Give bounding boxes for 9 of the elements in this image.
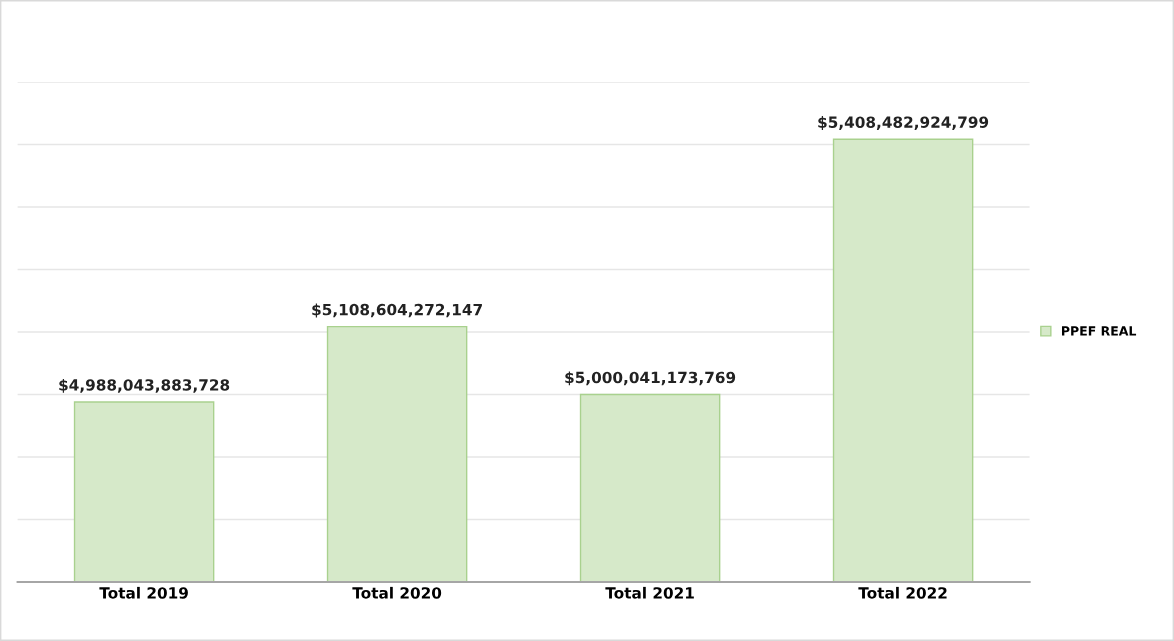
data-label: $5,408,482,924,799 (818, 116, 989, 130)
x-tick-label: Total 2020 (352, 586, 442, 599)
data-label: $5,108,604,272,147 (312, 303, 482, 318)
x-tick-label: Total 2021 (605, 586, 694, 599)
x-tick-label: Total 2022 (858, 586, 947, 599)
data-label: $5,000,041,173,769 (565, 371, 736, 386)
legend-label: PPEF REAL (1062, 326, 1137, 336)
data-label: $4,988,043,883,728 (59, 378, 230, 393)
x-tick-label: Total 2019 (99, 586, 188, 599)
